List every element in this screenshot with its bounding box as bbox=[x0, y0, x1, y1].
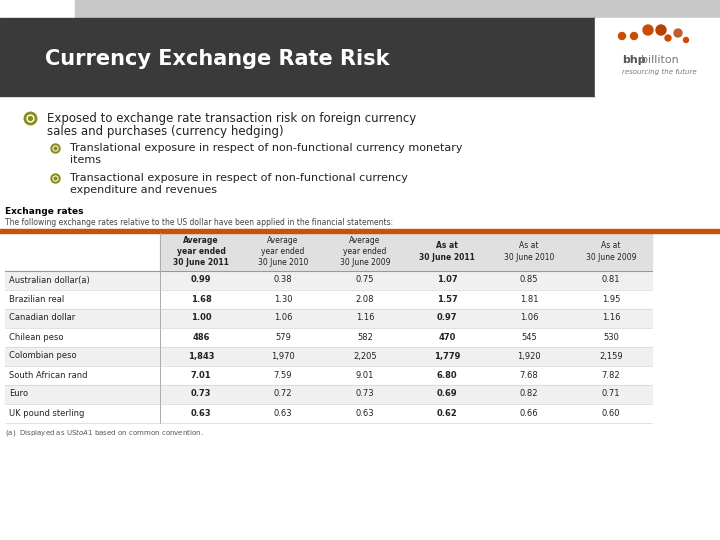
Bar bbox=[5, 327, 652, 347]
Text: 0.66: 0.66 bbox=[520, 408, 539, 417]
Text: 0.63: 0.63 bbox=[356, 408, 374, 417]
Text: 545: 545 bbox=[521, 333, 537, 341]
Text: 1.07: 1.07 bbox=[437, 275, 457, 285]
Text: Euro: Euro bbox=[9, 389, 28, 399]
Text: UK pound sterling: UK pound sterling bbox=[9, 408, 84, 417]
Text: Colombian peso: Colombian peso bbox=[9, 352, 76, 361]
Text: Brazilian real: Brazilian real bbox=[9, 294, 64, 303]
Text: 2,159: 2,159 bbox=[599, 352, 623, 361]
Text: expenditure and revenues: expenditure and revenues bbox=[70, 185, 217, 195]
Text: 486: 486 bbox=[192, 333, 210, 341]
Text: 1,920: 1,920 bbox=[517, 352, 541, 361]
Circle shape bbox=[665, 35, 671, 41]
Bar bbox=[5, 271, 652, 289]
Text: Exchange rates: Exchange rates bbox=[5, 207, 84, 216]
Bar bbox=[5, 384, 652, 403]
Text: 0.71: 0.71 bbox=[602, 389, 620, 399]
Text: The following exchange rates relative to the US dollar have been applied in the : The following exchange rates relative to… bbox=[5, 218, 393, 227]
Text: 9.01: 9.01 bbox=[356, 370, 374, 380]
Text: Average
year ended
30 June 2009: Average year ended 30 June 2009 bbox=[340, 236, 390, 267]
Text: 0.99: 0.99 bbox=[191, 275, 211, 285]
Text: 0.75: 0.75 bbox=[356, 275, 374, 285]
Text: 1.95: 1.95 bbox=[602, 294, 620, 303]
Text: items: items bbox=[70, 155, 101, 165]
Text: 0.63: 0.63 bbox=[274, 408, 292, 417]
Text: sales and purchases (currency hedging): sales and purchases (currency hedging) bbox=[47, 125, 284, 138]
Text: 7.68: 7.68 bbox=[520, 370, 539, 380]
Circle shape bbox=[631, 32, 637, 39]
Bar bbox=[5, 366, 652, 384]
Bar bbox=[595, 18, 720, 96]
Bar bbox=[5, 403, 652, 422]
Text: 470: 470 bbox=[438, 333, 456, 341]
Text: 1.81: 1.81 bbox=[520, 294, 539, 303]
Circle shape bbox=[674, 29, 682, 37]
Circle shape bbox=[683, 37, 688, 43]
Text: 530: 530 bbox=[603, 333, 619, 341]
Text: (a)  Displayed as US$ to A$1 based on common convention.: (a) Displayed as US$ to A$1 based on com… bbox=[5, 428, 204, 438]
Text: 0.97: 0.97 bbox=[437, 314, 457, 322]
Text: 579: 579 bbox=[275, 333, 291, 341]
Text: 1,843: 1,843 bbox=[188, 352, 215, 361]
Text: 1.16: 1.16 bbox=[602, 314, 620, 322]
Text: 1.06: 1.06 bbox=[274, 314, 292, 322]
Circle shape bbox=[643, 25, 653, 35]
Text: 0.73: 0.73 bbox=[191, 389, 211, 399]
Text: Translational exposure in respect of non-functional currency monetary: Translational exposure in respect of non… bbox=[70, 143, 462, 153]
Text: 582: 582 bbox=[357, 333, 373, 341]
Bar bbox=[160, 233, 652, 271]
Text: bhp: bhp bbox=[622, 55, 646, 65]
Text: billiton: billiton bbox=[641, 55, 679, 65]
Text: 0.85: 0.85 bbox=[520, 275, 539, 285]
Text: 1.06: 1.06 bbox=[520, 314, 539, 322]
Text: 2.08: 2.08 bbox=[356, 294, 374, 303]
Text: 7.59: 7.59 bbox=[274, 370, 292, 380]
Bar bbox=[0, 229, 720, 233]
Text: Exposed to exchange rate transaction risk on foreign currency: Exposed to exchange rate transaction ris… bbox=[47, 112, 416, 125]
Text: Currency Exchange Rate Risk: Currency Exchange Rate Risk bbox=[45, 49, 390, 69]
Text: 0.69: 0.69 bbox=[437, 389, 457, 399]
Text: 0.63: 0.63 bbox=[191, 408, 211, 417]
Text: 0.73: 0.73 bbox=[356, 389, 374, 399]
Text: 1.68: 1.68 bbox=[191, 294, 212, 303]
Text: 2,205: 2,205 bbox=[354, 352, 377, 361]
Text: 7.01: 7.01 bbox=[191, 370, 211, 380]
Circle shape bbox=[618, 32, 626, 39]
Text: 0.62: 0.62 bbox=[436, 408, 457, 417]
Text: As at
30 June 2011: As at 30 June 2011 bbox=[419, 241, 475, 261]
Text: 1.57: 1.57 bbox=[436, 294, 457, 303]
Text: South African rand: South African rand bbox=[9, 370, 88, 380]
Text: 1.16: 1.16 bbox=[356, 314, 374, 322]
Text: 1.30: 1.30 bbox=[274, 294, 292, 303]
Text: Canadian dollar: Canadian dollar bbox=[9, 314, 76, 322]
Text: 6.80: 6.80 bbox=[437, 370, 457, 380]
Bar bbox=[5, 308, 652, 327]
Text: 0.60: 0.60 bbox=[602, 408, 620, 417]
Text: Chilean peso: Chilean peso bbox=[9, 333, 63, 341]
Text: resourcing the future: resourcing the future bbox=[622, 69, 697, 75]
Text: Average
year ended
30 June 2010: Average year ended 30 June 2010 bbox=[258, 236, 308, 267]
Text: Australian dollar(a): Australian dollar(a) bbox=[9, 275, 90, 285]
Text: As at
30 June 2010: As at 30 June 2010 bbox=[504, 241, 554, 261]
Bar bbox=[75, 0, 720, 18]
Text: Transactional exposure in respect of non-functional currency: Transactional exposure in respect of non… bbox=[70, 173, 408, 183]
Circle shape bbox=[656, 25, 666, 35]
Text: 1,779: 1,779 bbox=[434, 352, 460, 361]
Bar bbox=[0, 18, 595, 96]
Text: 0.81: 0.81 bbox=[602, 275, 620, 285]
Bar bbox=[5, 289, 652, 308]
Text: 0.72: 0.72 bbox=[274, 389, 292, 399]
Text: 1.00: 1.00 bbox=[191, 314, 211, 322]
Text: 7.82: 7.82 bbox=[602, 370, 621, 380]
Text: As at
30 June 2009: As at 30 June 2009 bbox=[586, 241, 636, 261]
Text: 0.38: 0.38 bbox=[274, 275, 292, 285]
Text: 1,970: 1,970 bbox=[271, 352, 295, 361]
Text: 0.82: 0.82 bbox=[520, 389, 539, 399]
Bar bbox=[5, 347, 652, 366]
Text: Average
year ended
30 June 2011: Average year ended 30 June 2011 bbox=[173, 236, 229, 267]
